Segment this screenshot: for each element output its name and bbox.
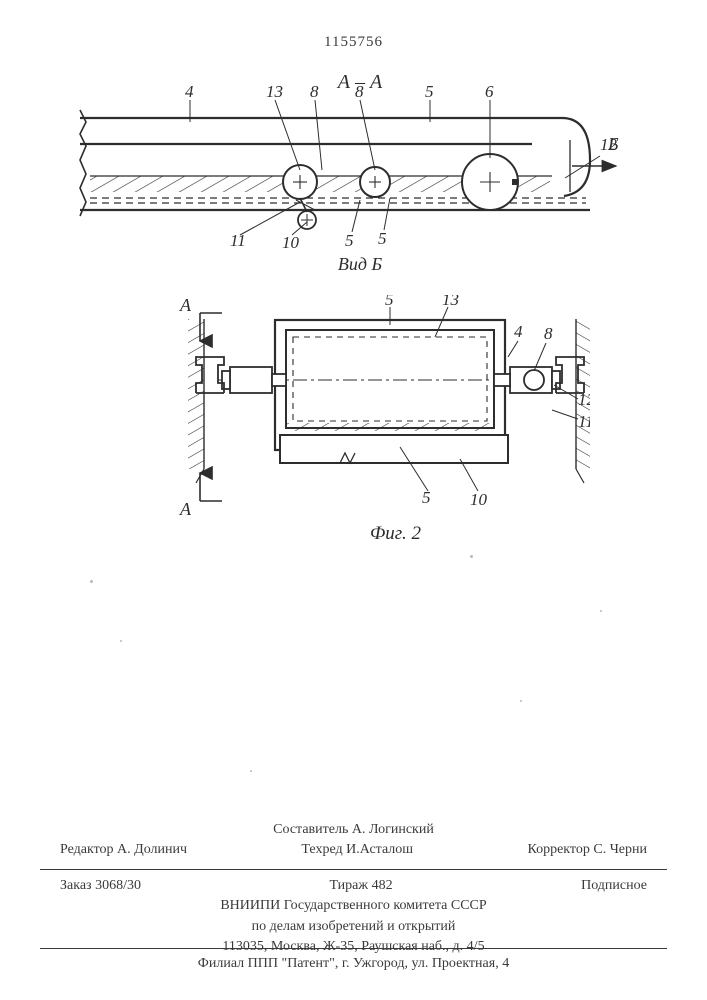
svg-text:6: 6 <box>485 82 494 101</box>
svg-text:5: 5 <box>345 231 354 250</box>
svg-text:8: 8 <box>355 82 364 101</box>
org-line-1: ВНИИПИ Государственного комитета СССР <box>60 896 647 916</box>
svg-text:13: 13 <box>266 82 283 101</box>
figure-svg-bottom: А А <box>130 295 590 545</box>
svg-text:12: 12 <box>600 135 618 154</box>
order-block: Заказ 3068/30 Тираж 482 Подписное ВНИИПИ… <box>60 876 647 957</box>
subscript: Подписное <box>581 876 647 896</box>
noise-speck <box>470 555 473 558</box>
corrector-name: С. Черни <box>593 842 647 857</box>
svg-text:13: 13 <box>442 295 459 309</box>
svg-text:8: 8 <box>544 324 553 343</box>
org-line-2: по делам изобретений и открытий <box>60 917 647 937</box>
svg-text:5: 5 <box>422 488 431 507</box>
svg-text:8: 8 <box>310 82 319 101</box>
vid-b-label: Вид Б <box>338 254 383 270</box>
svg-text:11: 11 <box>230 231 246 250</box>
rule <box>40 869 667 870</box>
svg-text:5: 5 <box>425 82 434 101</box>
techred-label: Техред <box>301 842 342 857</box>
order-label: Заказ <box>60 878 92 893</box>
compiler-name: А. Логинский <box>352 822 434 837</box>
editor-name: А. Долинич <box>117 842 187 857</box>
patent-page: 1155756 А – А <box>0 0 707 1000</box>
imprint-block: Составитель А. Логинский Редактор А. Дол… <box>60 820 647 861</box>
svg-text:5: 5 <box>385 295 394 309</box>
noise-speck <box>520 700 522 702</box>
tirage-label: Тираж <box>329 878 368 893</box>
svg-text:А: А <box>179 499 192 519</box>
tirage-number: 482 <box>372 878 393 893</box>
svg-text:А: А <box>179 295 192 315</box>
noise-speck <box>250 770 252 772</box>
techred-name: И.Асталош <box>346 842 413 857</box>
svg-text:12: 12 <box>578 390 590 409</box>
compiler-label: Составитель <box>273 822 348 837</box>
order-number: 3068/30 <box>95 878 141 893</box>
figure-view-b: А А <box>130 295 590 545</box>
svg-text:10: 10 <box>282 233 300 252</box>
patent-number: 1155756 <box>0 34 707 51</box>
svg-text:11: 11 <box>578 412 590 431</box>
corrector-label: Корректор <box>527 842 589 857</box>
svg-text:4: 4 <box>514 322 523 341</box>
noise-speck <box>90 580 93 583</box>
svg-text:5: 5 <box>378 229 387 248</box>
figure-section-a-a: А – А <box>60 70 630 270</box>
figure-caption: Фиг. 2 <box>370 523 421 544</box>
noise-speck <box>600 610 602 612</box>
noise-speck <box>120 640 122 642</box>
svg-text:4: 4 <box>185 82 194 101</box>
branch: Филиал ППП "Патент", г. Ужгород, ул. Про… <box>60 954 647 974</box>
svg-text:10: 10 <box>470 490 488 509</box>
editor-label: Редактор <box>60 842 114 857</box>
rule <box>40 948 667 949</box>
branch-block: Филиал ППП "Патент", г. Ужгород, ул. Про… <box>60 954 647 974</box>
figure-svg-top: А – А <box>60 70 630 270</box>
